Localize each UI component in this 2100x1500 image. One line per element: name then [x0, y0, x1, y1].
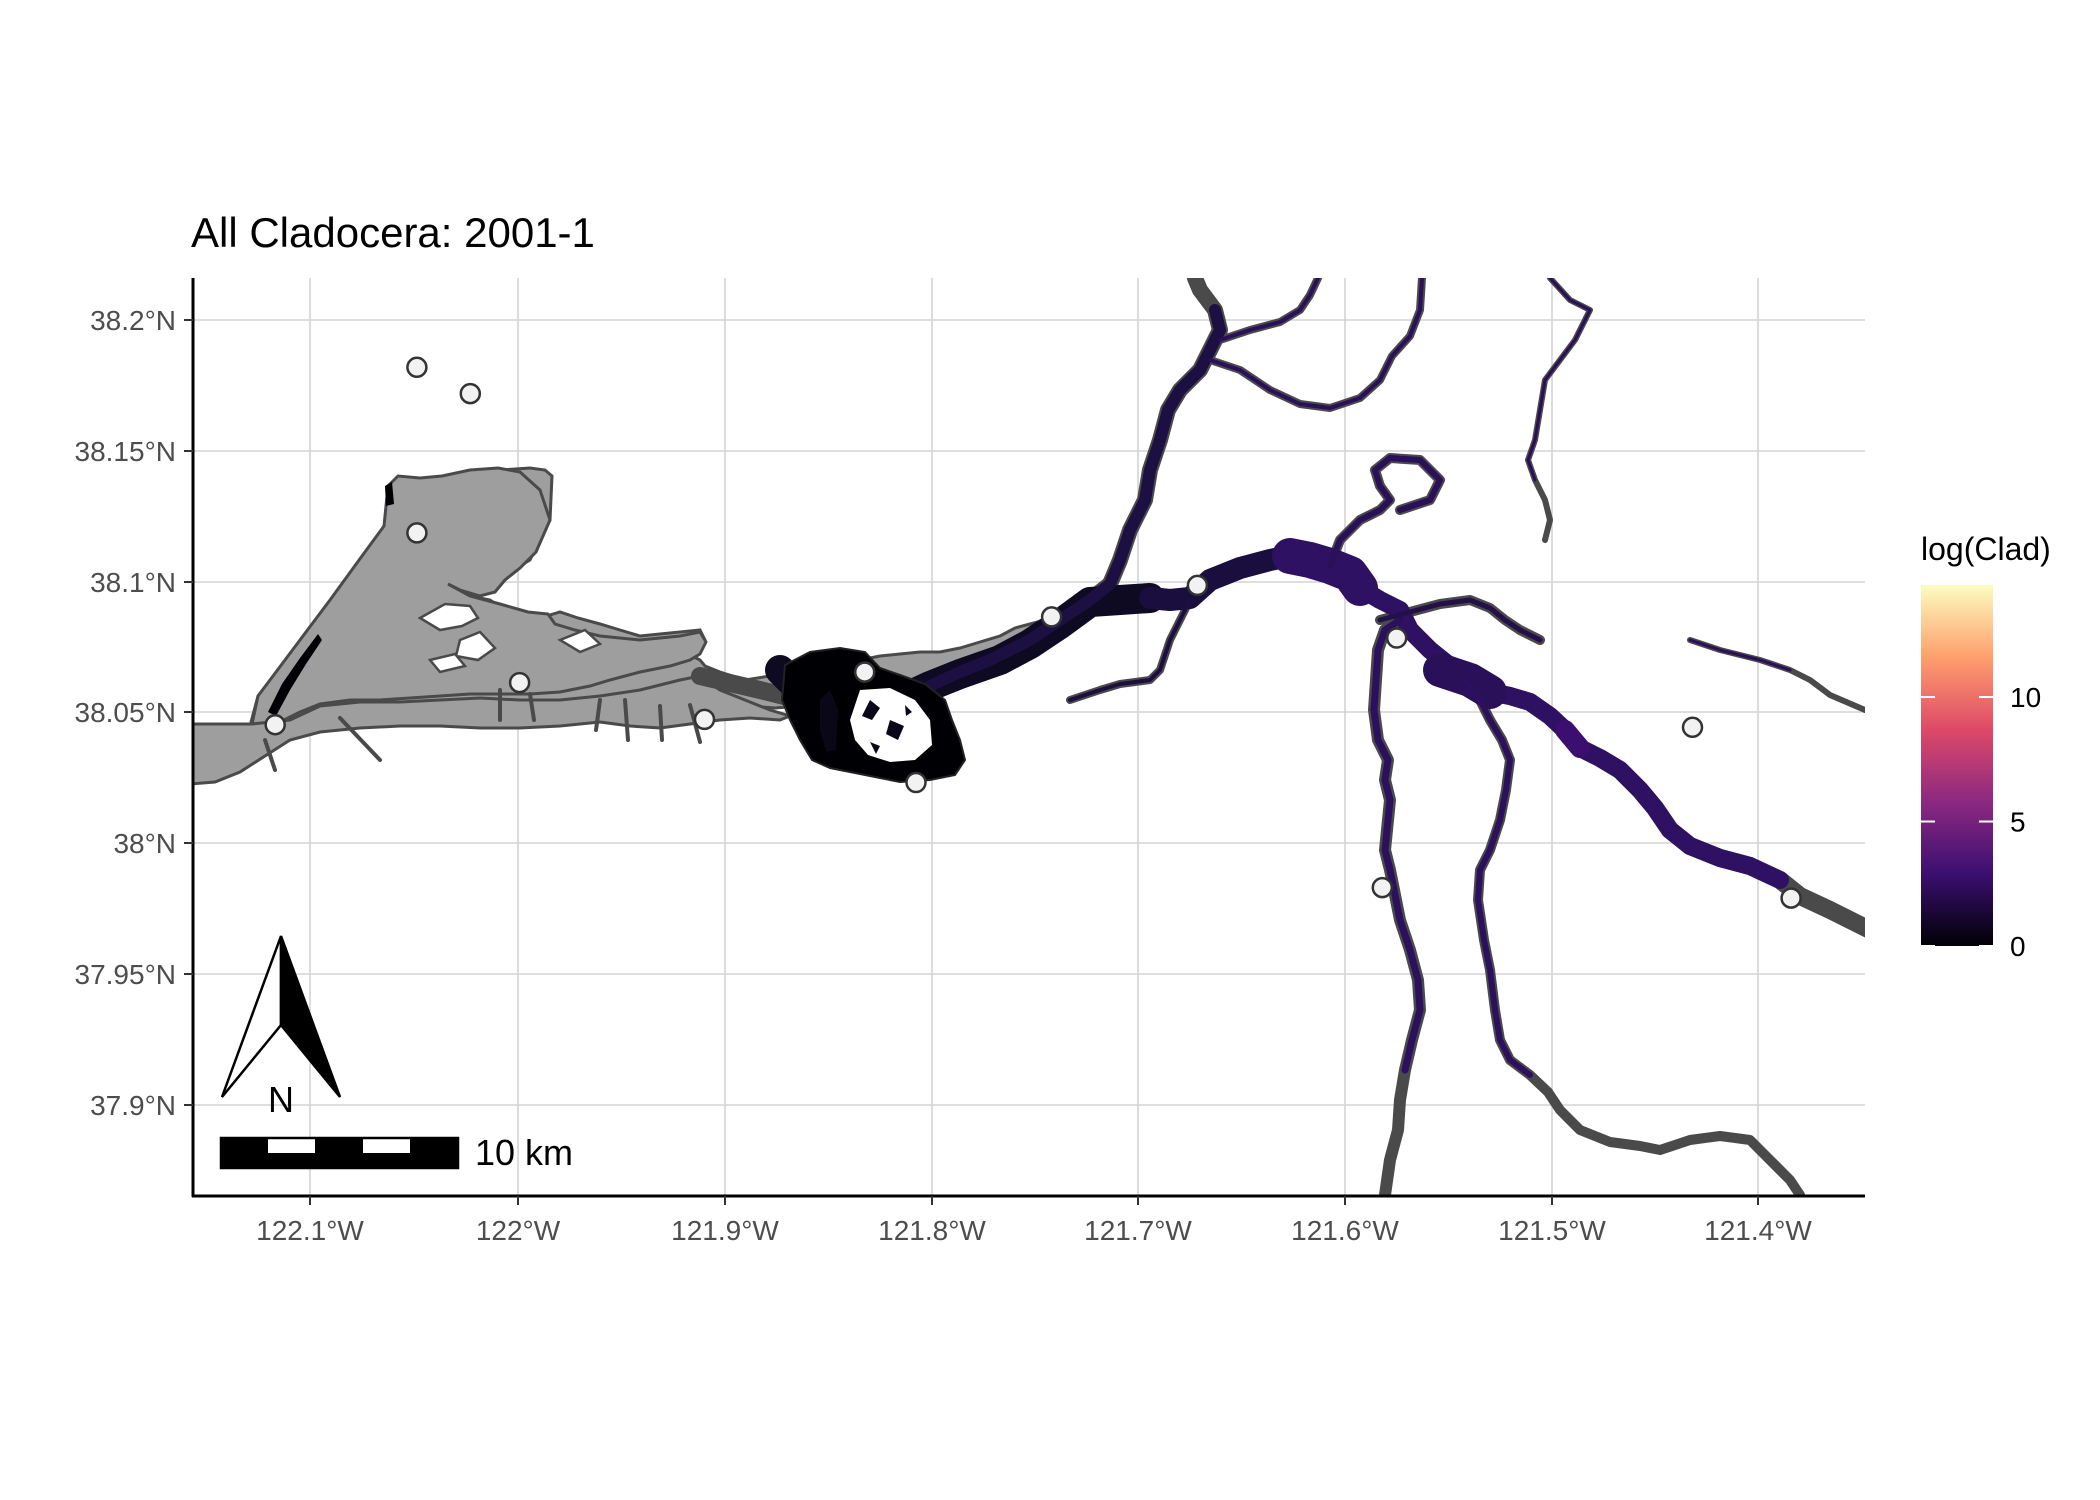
y-tick-label: 37.95°N — [75, 959, 177, 990]
river-concentration-fill — [765, 278, 1792, 1078]
x-tick-label: 122.1°W — [256, 1215, 364, 1246]
station-marker — [905, 771, 927, 794]
legend-tick-label: 0 — [2010, 931, 2026, 962]
map-title: All Cladocera: 2001-1 — [191, 209, 595, 256]
y-tick-label: 38°N — [113, 828, 176, 859]
scale-bar: 10 km — [219, 1132, 573, 1173]
x-tick-label: 122°W — [476, 1215, 561, 1246]
legend-title: log(Clad) — [1921, 531, 2051, 567]
station-marker — [459, 382, 482, 405]
legend-tick-label: 5 — [2010, 807, 2026, 838]
sampling-stations — [264, 356, 1802, 909]
legend-tick-label: 10 — [2010, 682, 2041, 713]
x-tick-label: 121.9°W — [671, 1215, 779, 1246]
station-marker — [1371, 876, 1394, 899]
x-tick-label: 121.4°W — [1704, 1215, 1812, 1246]
north-arrow-icon: N — [220, 935, 342, 1120]
station-marker — [508, 671, 531, 694]
river-outlines — [263, 278, 1865, 1195]
station-marker — [1780, 887, 1802, 909]
color-legend: log(Clad) 0 5 10 — [1921, 531, 2051, 962]
station-marker — [1186, 574, 1209, 597]
station-marker — [406, 356, 428, 379]
station-marker — [693, 708, 716, 731]
x-tick-label: 121.6°W — [1291, 1215, 1399, 1246]
station-marker — [1040, 606, 1063, 628]
legend-colorbar — [1921, 585, 1993, 946]
station-marker — [1681, 716, 1704, 739]
station-marker — [264, 713, 286, 736]
station-marker — [1385, 627, 1408, 649]
station-marker — [406, 522, 428, 544]
scale-bar-label: 10 km — [475, 1132, 573, 1173]
x-tick-label: 121.5°W — [1498, 1215, 1606, 1246]
y-tick-label: 38.05°N — [75, 697, 177, 728]
grid-lines — [193, 278, 1865, 1195]
y-tick-label: 38.2°N — [90, 305, 176, 336]
north-label: N — [268, 1079, 294, 1120]
y-axis-ticks: 38.2°N 38.15°N 38.1°N 38.05°N 38°N 37.95… — [75, 305, 193, 1121]
x-tick-label: 121.7°W — [1084, 1215, 1192, 1246]
suisun-bay-land — [193, 466, 1062, 786]
x-axis-ticks: 122.1°W 122°W 121.9°W 121.8°W 121.7°W 12… — [256, 1196, 1812, 1246]
y-tick-label: 37.9°N — [90, 1090, 176, 1121]
x-tick-label: 121.8°W — [878, 1215, 986, 1246]
station-marker — [853, 661, 876, 683]
y-tick-label: 38.1°N — [90, 567, 176, 598]
y-tick-label: 38.15°N — [75, 436, 177, 467]
